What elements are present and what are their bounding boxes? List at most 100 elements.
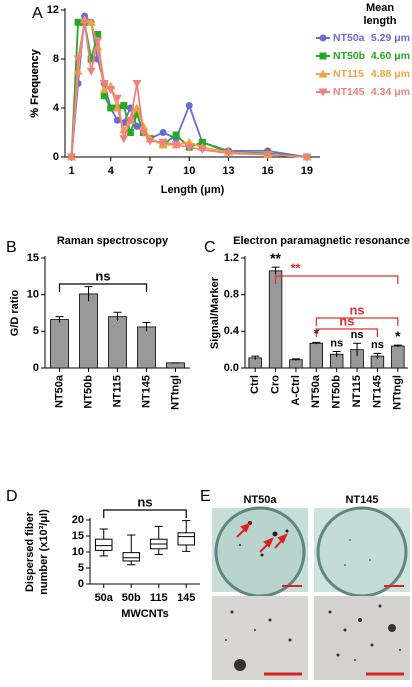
x-tick-label: 7 xyxy=(147,165,153,177)
significance-label: ns xyxy=(95,268,110,283)
x-axis-label: MWCNTs xyxy=(121,608,168,620)
legend-title: length xyxy=(364,15,397,27)
x-tick-label: NT50a xyxy=(53,374,65,408)
point xyxy=(184,143,194,152)
y-axis-label: Signal/Marker xyxy=(209,276,221,349)
error-bar xyxy=(113,311,122,322)
point xyxy=(94,31,102,38)
error-bar xyxy=(251,355,260,360)
y-tick-label: 20 xyxy=(72,514,84,526)
x-tick-label: 13 xyxy=(222,165,234,177)
box xyxy=(95,538,113,551)
bar xyxy=(268,270,283,369)
point xyxy=(80,18,90,27)
point xyxy=(113,116,121,124)
bar xyxy=(137,326,156,369)
x-tick-label: 1 xyxy=(68,165,74,177)
y-tick-label: 0.8 xyxy=(224,289,239,301)
point xyxy=(145,137,155,146)
series-line xyxy=(70,22,307,158)
error-bar xyxy=(393,344,402,347)
x-tick-label: Ctrl xyxy=(249,375,261,394)
point xyxy=(74,18,82,26)
y-tick-label: 4 xyxy=(53,102,60,114)
x-tick-label: NT50b xyxy=(82,375,94,409)
legend-mean: 4.88 μm xyxy=(371,68,410,80)
significance-label: ns xyxy=(330,337,343,349)
error-bar xyxy=(142,322,151,332)
legend-mean: 4.34 μm xyxy=(371,86,410,98)
chart-title: Electron paramagnetic resonance xyxy=(233,235,410,247)
x-tick-label: Cro xyxy=(269,375,281,394)
x-tick-label: 115 xyxy=(150,592,168,604)
y-axis-label: % Frequency xyxy=(29,48,41,117)
x-tick-label: 10 xyxy=(183,165,195,177)
y-tick-label: 12 xyxy=(47,4,59,16)
panel-label: A xyxy=(32,5,43,22)
x-axis-label: Length (μm) xyxy=(161,184,225,196)
error-bar xyxy=(84,286,93,302)
x-tick-label: 50a xyxy=(95,592,114,604)
point xyxy=(133,122,141,130)
y-axis-label: number (x10³/μl) xyxy=(38,509,50,595)
x-tick-label: 50b xyxy=(122,592,141,604)
bar xyxy=(391,345,405,369)
dish xyxy=(316,506,408,598)
point xyxy=(93,37,103,46)
point xyxy=(171,141,181,150)
point xyxy=(159,129,167,136)
legend-label: NT50b xyxy=(333,50,365,62)
legend-marker xyxy=(318,88,328,97)
significance-bracket xyxy=(58,283,148,292)
panel-label: E xyxy=(200,488,211,505)
point xyxy=(86,67,96,76)
x-tick-label: NT115 xyxy=(111,375,123,407)
point xyxy=(107,104,115,112)
chart-title: Raman spectroscopy xyxy=(57,235,169,247)
x-tick-label: 4 xyxy=(108,165,115,177)
legend-title: Mean xyxy=(366,2,394,14)
arrows xyxy=(236,522,288,553)
point xyxy=(198,138,206,146)
x-tick-label: 16 xyxy=(262,165,274,177)
point xyxy=(86,17,96,26)
legend-entry: NT50a 5.29 μm xyxy=(316,32,410,44)
series-line xyxy=(70,21,308,158)
significance-label: ** xyxy=(270,250,281,266)
error-bar xyxy=(271,266,280,275)
image-label: NT50a xyxy=(243,494,277,506)
significance-label: ns xyxy=(349,302,364,317)
error-bar xyxy=(332,351,341,357)
bar xyxy=(309,342,324,369)
point xyxy=(112,94,122,103)
error-bar xyxy=(55,316,64,323)
point xyxy=(172,131,180,139)
point xyxy=(100,92,108,100)
legend-entry: NT145 4.34 μm xyxy=(316,86,410,98)
y-tick-label: 0 xyxy=(33,362,39,374)
legend-label: NT115 xyxy=(333,68,364,80)
x-tick-label: NTtngl xyxy=(169,375,181,410)
point xyxy=(125,116,135,125)
panel-label: B xyxy=(6,239,17,256)
y-tick-label: 1.2 xyxy=(224,252,239,264)
panel-label: C xyxy=(204,239,216,256)
y-axis-label: G/D ratio xyxy=(9,289,21,336)
point xyxy=(126,129,134,136)
bar xyxy=(289,359,303,369)
point xyxy=(119,135,129,144)
image xyxy=(314,596,410,680)
point xyxy=(120,102,128,110)
series-line xyxy=(70,18,307,158)
x-tick-label: 19 xyxy=(301,165,313,177)
y-tick-label: 10 xyxy=(27,289,39,301)
legend-marker xyxy=(319,52,327,60)
point xyxy=(73,55,83,64)
legend-marker xyxy=(318,69,328,78)
y-tick-label: 15 xyxy=(72,530,84,542)
legend-marker xyxy=(319,34,327,42)
point xyxy=(133,110,141,118)
error-bar xyxy=(291,358,300,361)
image-label: NT145 xyxy=(345,494,378,506)
